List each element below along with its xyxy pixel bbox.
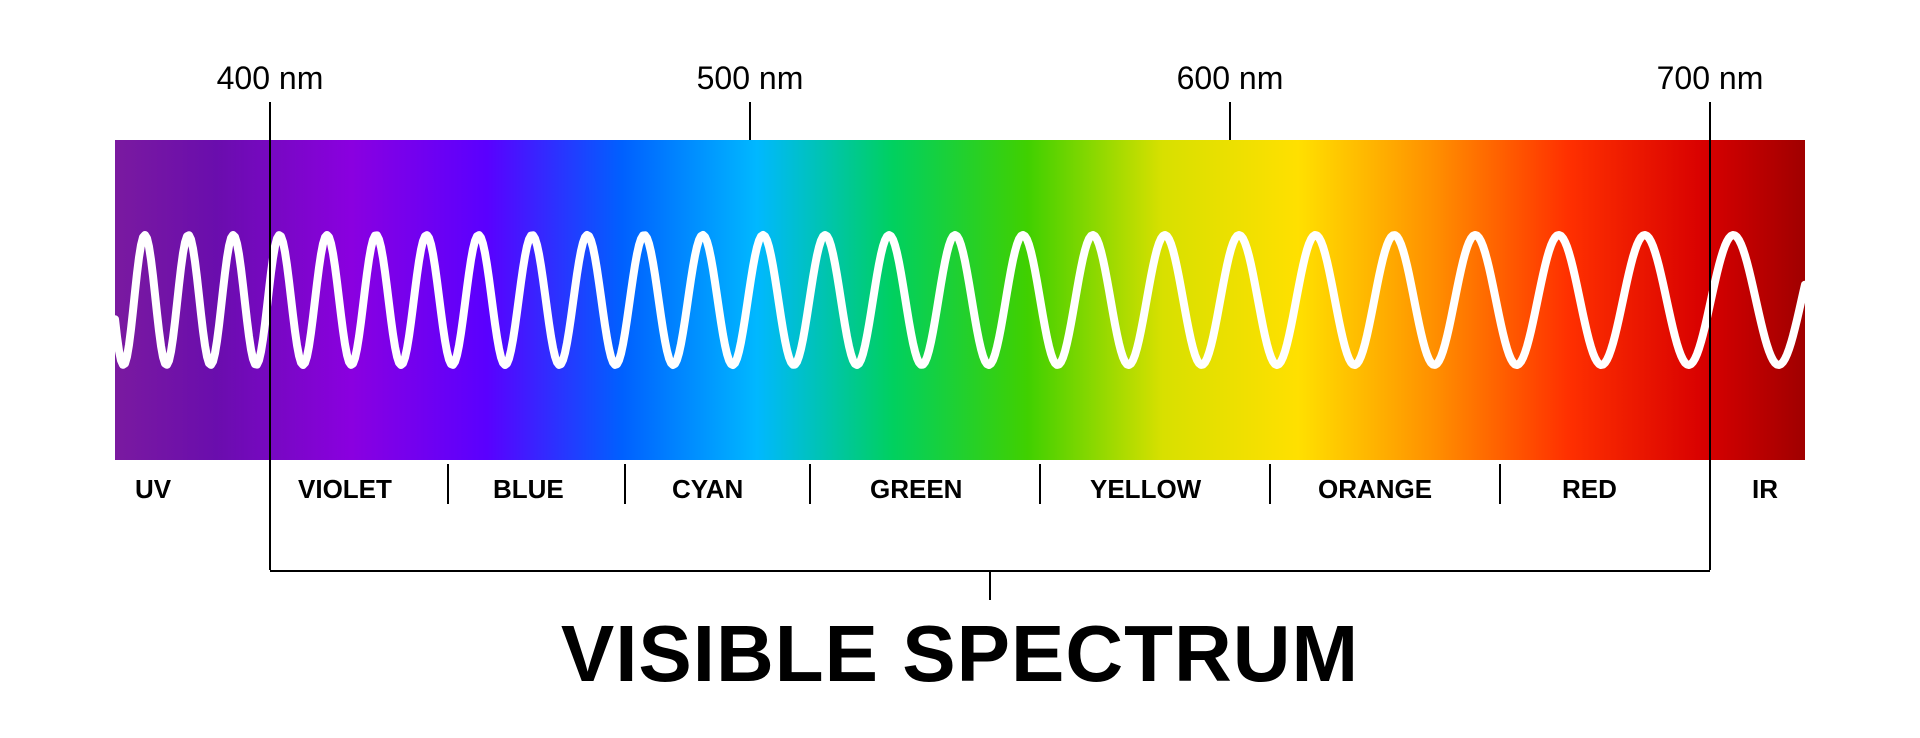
color-band-label: IR: [1752, 474, 1778, 505]
color-band-label: VIOLET: [298, 474, 392, 505]
visible-spectrum-diagram: 400 nm 500 nm 600 nm 700 nm UV VIOLET BLUE CYA…: [0, 0, 1920, 738]
color-band-divider: [1269, 464, 1271, 504]
wavelength-tick-mark: [1229, 102, 1231, 140]
color-band-divider: [269, 464, 271, 504]
bracket-center-drop: [989, 570, 991, 600]
wavelength-tick-label: 400 nm: [217, 60, 324, 97]
color-band-divider: [624, 464, 626, 504]
color-band-divider: [1709, 464, 1711, 504]
wavelength-tick-label: 500 nm: [697, 60, 804, 97]
diagram-title: VISIBLE SPECTRUM: [561, 608, 1359, 700]
color-band-label: YELLOW: [1090, 474, 1201, 505]
color-band-label: BLUE: [493, 474, 564, 505]
color-band-divider: [1499, 464, 1501, 504]
color-band-label: CYAN: [672, 474, 743, 505]
color-band-label: UV: [135, 474, 171, 505]
color-band-label: ORANGE: [1318, 474, 1432, 505]
spectrum-gradient-band: [115, 140, 1805, 460]
color-band-divider: [809, 464, 811, 504]
color-band-divider: [447, 464, 449, 504]
wavelength-tick-label: 700 nm: [1657, 60, 1764, 97]
color-band-label: GREEN: [870, 474, 962, 505]
wavelength-tick-mark: [749, 102, 751, 140]
color-band-divider: [1039, 464, 1041, 504]
wavelength-tick-label: 600 nm: [1177, 60, 1284, 97]
color-band-label: RED: [1562, 474, 1617, 505]
